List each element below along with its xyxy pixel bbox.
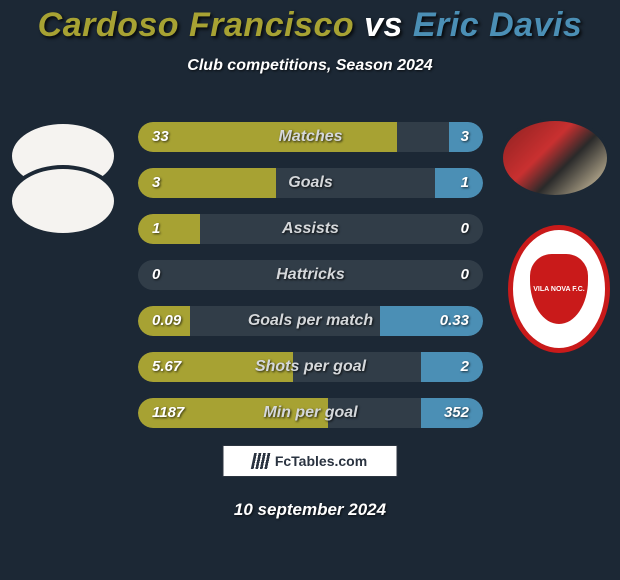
stat-row: Shots per goal5.67 2 (138, 352, 483, 382)
stat-label: Hattricks (138, 260, 483, 290)
stat-value-right: 0.33 (440, 306, 469, 336)
stat-label: Shots per goal (138, 352, 483, 382)
stat-value-left: 0.09 (152, 306, 181, 336)
player2-avatar (500, 118, 610, 198)
stats-list: Matches333Goals31Assists10Hattricks00Goa… (138, 122, 483, 444)
stat-value-left: 3 (152, 168, 160, 198)
footer-date: 10 september 2024 (0, 500, 620, 520)
footer-brand: FcTables.com (223, 445, 398, 477)
stat-value-right: 352 (444, 398, 469, 428)
stat-row: Goals3 1 (138, 168, 483, 198)
stat-row: Assists1 0 (138, 214, 483, 244)
shield-icon: VILA NOVA F.C. (530, 254, 588, 324)
stat-value-left: 0 (152, 260, 160, 290)
stat-value-right: 1 (461, 168, 469, 198)
bars-icon (251, 453, 272, 469)
vs-text: vs (364, 6, 403, 44)
stat-value-right: 3 (461, 122, 469, 152)
comparison-infographic: Cardoso Francisco vs Eric Davis Club com… (0, 0, 620, 580)
stat-row: Matches333 (138, 122, 483, 152)
stat-label: Assists (138, 214, 483, 244)
stat-label: Goals per match (138, 306, 483, 336)
stat-value-right: 2 (461, 352, 469, 382)
stat-value-left: 1187 (152, 398, 184, 428)
stat-row: Goals per match0.09 0.33 (138, 306, 483, 336)
player1-club-logo (8, 165, 118, 237)
stat-value-right: 0 (461, 260, 469, 290)
stat-value-right: 0 (461, 214, 469, 244)
stat-value-left: 33 (152, 122, 169, 152)
stat-label: Goals (138, 168, 483, 198)
stat-value-left: 5.67 (152, 352, 181, 382)
stat-label: Matches (138, 122, 483, 152)
player2-name: Eric Davis (413, 6, 582, 44)
stat-row: Hattricks0 0 (138, 260, 483, 290)
stat-value-left: 1 (152, 214, 160, 244)
subtitle: Club competitions, Season 2024 (0, 57, 620, 75)
stat-label: Min per goal (138, 398, 483, 428)
stat-row: Min per goal1187 352 (138, 398, 483, 428)
player2-club-logo: VILA NOVA F.C. (508, 225, 610, 353)
player1-name: Cardoso Francisco (38, 6, 354, 44)
footer-brand-text: FcTables.com (275, 453, 367, 469)
page-title: Cardoso Francisco vs Eric Davis (0, 0, 620, 45)
logo-text: VILA NOVA F.C. (533, 286, 584, 293)
